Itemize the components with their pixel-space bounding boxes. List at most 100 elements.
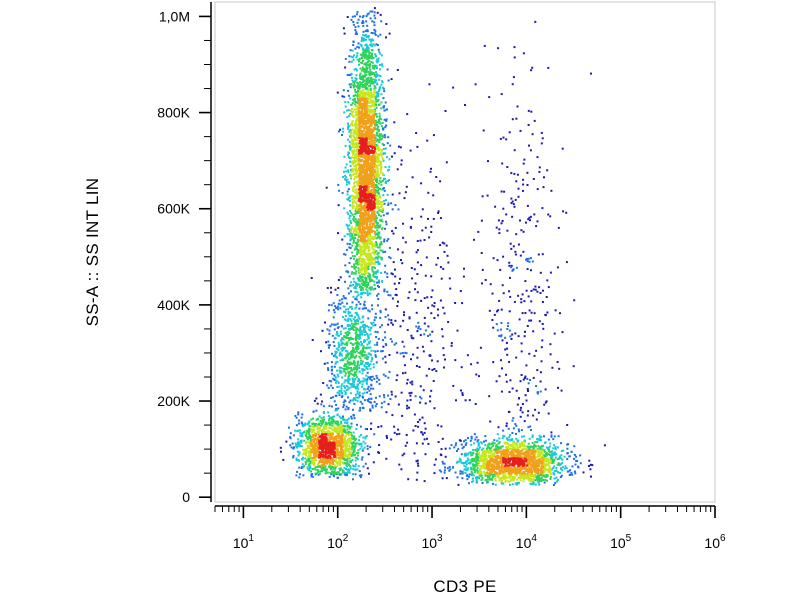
data-point (355, 306, 358, 309)
data-point (346, 138, 349, 141)
data-point (342, 89, 345, 92)
data-point (361, 392, 364, 395)
data-point (527, 473, 530, 476)
data-point (351, 459, 354, 461)
data-point (556, 266, 559, 269)
data-point (369, 68, 372, 71)
data-point (556, 361, 559, 363)
data-point (385, 344, 388, 347)
data-point (515, 233, 518, 236)
data-point (342, 305, 345, 308)
data-point (366, 88, 369, 91)
data-point (403, 314, 405, 317)
data-point (385, 199, 387, 202)
data-point (347, 382, 350, 385)
data-point (372, 321, 375, 324)
data-point (523, 420, 526, 423)
data-point (375, 172, 378, 175)
data-point (349, 112, 352, 115)
data-point (346, 325, 349, 328)
data-point (419, 395, 422, 398)
data-point (334, 337, 337, 340)
data-point (347, 124, 350, 127)
data-point (421, 416, 424, 419)
data-point (376, 271, 379, 273)
data-point (365, 253, 368, 256)
data-point (355, 74, 358, 77)
data-point (526, 325, 529, 327)
data-point (533, 119, 536, 122)
data-point (343, 466, 346, 469)
data-point (415, 132, 418, 134)
data-point (395, 379, 398, 382)
data-point (322, 469, 325, 472)
data-point (483, 456, 486, 459)
data-point (483, 460, 485, 463)
data-point (356, 442, 359, 445)
data-point (371, 404, 374, 407)
data-point (347, 437, 350, 440)
data-point (378, 196, 381, 199)
data-point (351, 255, 354, 258)
data-point (346, 211, 349, 214)
data-point (354, 47, 357, 50)
data-point (570, 450, 573, 453)
data-point (334, 323, 337, 326)
data-point (331, 428, 334, 431)
data-point (539, 380, 542, 383)
data-point (535, 450, 538, 453)
data-point (352, 283, 355, 286)
data-point (362, 51, 365, 54)
data-point (352, 200, 355, 203)
data-point (361, 253, 364, 256)
data-point (347, 407, 350, 409)
data-point (364, 362, 367, 364)
data-point (355, 231, 358, 234)
data-point (373, 93, 376, 96)
data-point (362, 34, 365, 37)
data-point (385, 119, 388, 122)
data-point (360, 458, 363, 461)
data-point (511, 215, 514, 218)
data-point (447, 261, 450, 264)
data-point (341, 134, 343, 136)
data-point (465, 460, 468, 463)
data-point (383, 400, 386, 403)
data-point (544, 479, 547, 481)
data-point (368, 280, 371, 283)
data-point (309, 434, 312, 437)
data-point (364, 436, 367, 439)
data-point (371, 356, 374, 359)
data-point (454, 302, 457, 304)
data-point (320, 424, 323, 427)
data-point (298, 419, 301, 422)
data-point (476, 447, 479, 450)
data-points (279, 7, 606, 486)
data-point (353, 371, 356, 374)
data-point (369, 233, 372, 236)
data-point (347, 310, 350, 313)
data-point (346, 455, 349, 458)
data-point (548, 467, 551, 470)
data-point (338, 473, 341, 476)
data-point (300, 416, 303, 419)
data-point (420, 264, 423, 267)
data-point (367, 70, 370, 73)
data-point (549, 442, 552, 445)
data-point (342, 438, 345, 440)
data-point (292, 434, 295, 437)
data-point (328, 332, 331, 335)
data-point (375, 144, 378, 146)
data-point (348, 433, 351, 436)
data-point (381, 121, 384, 124)
data-point (358, 260, 361, 263)
data-point (352, 241, 355, 244)
data-point (512, 475, 514, 478)
data-point (360, 340, 362, 343)
data-point (350, 225, 353, 228)
data-point (384, 308, 387, 311)
data-point (417, 327, 420, 330)
data-point (315, 409, 318, 412)
data-point (359, 286, 362, 289)
data-point (522, 443, 525, 446)
